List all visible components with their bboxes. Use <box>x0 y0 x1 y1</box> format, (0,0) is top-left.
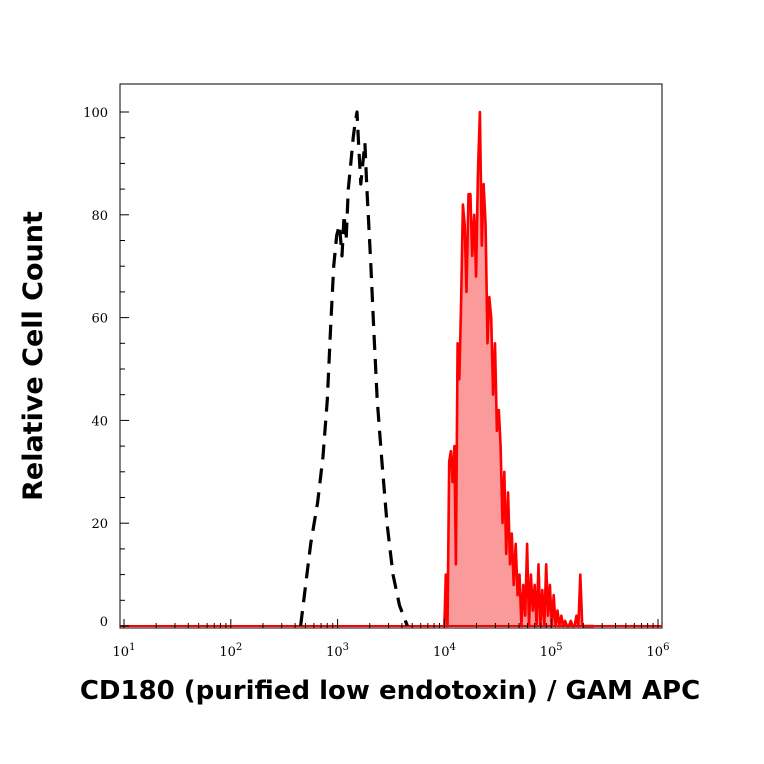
x-axis: 101 102 103 104 105 106 <box>113 619 670 660</box>
x-tick-label: 103 <box>326 642 349 660</box>
plot-frame <box>119 83 663 629</box>
series-1-line <box>443 110 594 628</box>
y-tick-label: 80 <box>91 209 108 224</box>
y-axis-title: Relative Cell Count <box>18 211 49 501</box>
x-tick-label: 106 <box>647 642 670 660</box>
x-axis-title: CD180 (purified low endotoxin) / GAM APC <box>80 676 700 706</box>
y-tick-label: 0 <box>100 615 108 630</box>
y-tick-label: 60 <box>91 312 108 327</box>
x-tick-label: 101 <box>113 642 136 660</box>
series-0-line <box>299 110 409 627</box>
y-tick-label: 20 <box>91 517 108 532</box>
x-tick-label: 104 <box>433 642 456 660</box>
x-tick-label: 105 <box>540 642 563 660</box>
y-tick-label: 100 <box>83 106 108 121</box>
x-tick-label: 102 <box>219 642 242 660</box>
y-axis: 0 20 40 60 80 100 <box>83 106 129 630</box>
y-tick-label: 40 <box>91 414 108 429</box>
line-layer <box>120 110 662 628</box>
